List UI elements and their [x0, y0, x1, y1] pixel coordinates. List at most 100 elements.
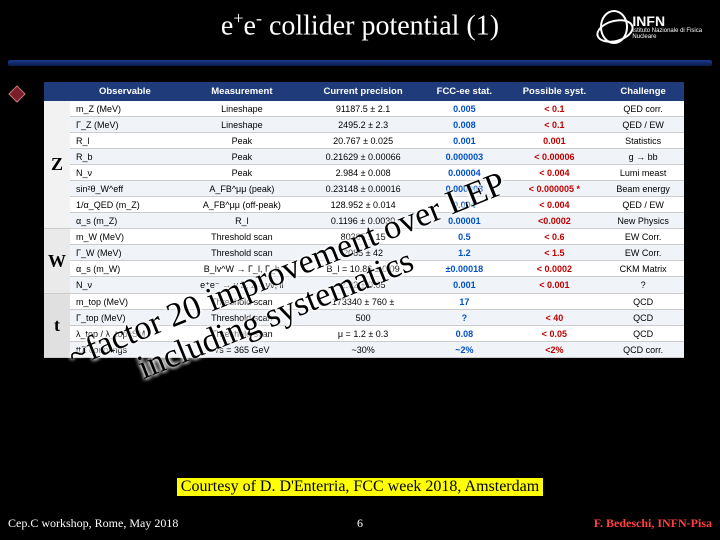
table-header: Current precision [304, 82, 422, 101]
possible-syst: <0.0002 [507, 213, 603, 229]
possible-syst: < 0.0002 [507, 261, 603, 277]
fcc-stat: 0.001 [422, 133, 506, 149]
observable: α_s (m_W) [70, 261, 180, 277]
observable: m_W (MeV) [70, 229, 180, 245]
possible-syst: <2% [507, 342, 603, 358]
current-precision: ~30% [304, 342, 422, 358]
challenge: QED corr. [602, 101, 684, 117]
table-header: Measurement [180, 82, 304, 101]
table-header: Observable [70, 82, 180, 101]
measurement: Peak [180, 133, 304, 149]
table-row: α_s (m_W)B_lv^W → Γ_l, Γ_hB_l = 10.86 ± … [44, 261, 684, 277]
table-row: R_lPeak20.767 ± 0.0250.0010.001Statistic… [44, 133, 684, 149]
precision-table: ObservableMeasurementCurrent precisionFC… [44, 82, 684, 358]
title-divider [8, 60, 712, 66]
measurement: Lineshape [180, 101, 304, 117]
observable: Γ_Z (MeV) [70, 117, 180, 133]
fcc-stat: 1.2 [422, 245, 506, 261]
challenge: QCD [602, 326, 684, 342]
possible-syst: < 0.1 [507, 117, 603, 133]
observable: R_l [70, 133, 180, 149]
possible-syst [507, 294, 603, 310]
fcc-stat: 0.008 [422, 117, 506, 133]
possible-syst: 0.001 [507, 133, 603, 149]
current-precision: 2.92 ± 0.05 [304, 277, 422, 294]
fcc-stat: 0.001 [422, 277, 506, 294]
challenge: QED / EW [602, 117, 684, 133]
current-precision: 173340 ± 760 ± [304, 294, 422, 310]
page-number: 6 [357, 516, 363, 531]
measurement: Threshold scan [180, 294, 304, 310]
infn-logo: INFN Istituto Nazionale di Fisica Nuclea… [600, 6, 710, 48]
table-row: sin²θ_W^effA_FB^μμ (peak)0.23148 ± 0.000… [44, 181, 684, 197]
challenge: Statistics [602, 133, 684, 149]
diamond-bullet-icon [8, 85, 26, 103]
observable: 1/α_QED (m_Z) [70, 197, 180, 213]
current-precision: 2495.2 ± 2.3 [304, 117, 422, 133]
current-precision: 2085 ± 42 [304, 245, 422, 261]
logo-subtext: Istituto Nazionale di Fisica Nucleare [632, 28, 710, 40]
measurement: A_FB^μμ (peak) [180, 181, 304, 197]
fcc-stat: ±0.00018 [422, 261, 506, 277]
challenge: g → bb [602, 149, 684, 165]
measurement: Threshold scan [180, 245, 304, 261]
measurement: e⁺e⁻ → γ Z, Z→νν, ll [180, 277, 304, 294]
fcc-stat: 0.08 [422, 326, 506, 342]
table-row: 1/α_QED (m_Z)A_FB^μμ (off-peak)128.952 ±… [44, 197, 684, 213]
footer-left: Cep.C workshop, Rome, May 2018 [8, 516, 178, 531]
measurement: Threshold scan [180, 310, 304, 326]
measurement: Threshold scan [180, 326, 304, 342]
fcc-stat: 0.00001 [422, 213, 506, 229]
table-row: ttZ couplings√s = 365 GeV~30%~2%<2%QCD c… [44, 342, 684, 358]
courtesy-line: Courtesy of D. D'Enterria, FCC week 2018… [0, 478, 720, 496]
fcc-stat: ? [422, 310, 506, 326]
measurement: A_FB^μμ (off-peak) [180, 197, 304, 213]
observable: α_s (m_Z) [70, 213, 180, 229]
current-precision: 0.23148 ± 0.00016 [304, 181, 422, 197]
group-label: W [44, 229, 70, 294]
group-label: Z [44, 101, 70, 229]
possible-syst: < 0.6 [507, 229, 603, 245]
footer-right: F. Bedeschi, INFN-Pisa [594, 516, 712, 531]
challenge: QCD [602, 294, 684, 310]
measurement: Peak [180, 165, 304, 181]
observable: Γ_W (MeV) [70, 245, 180, 261]
challenge: ? [602, 277, 684, 294]
fcc-stat: 0.00004 [422, 165, 506, 181]
current-precision: 0.21629 ± 0.00066 [304, 149, 422, 165]
possible-syst: < 0.1 [507, 101, 603, 117]
possible-syst: < 0.00006 [507, 149, 603, 165]
table-row: Wm_W (MeV)Threshold scan80385 ± 150.5< 0… [44, 229, 684, 245]
table-row: Γ_W (MeV)Threshold scan2085 ± 421.2< 1.5… [44, 245, 684, 261]
table-row: tm_top (MeV)Threshold scan173340 ± 760 ±… [44, 294, 684, 310]
challenge: QCD [602, 310, 684, 326]
table-row: Γ_top (MeV)Threshold scan500?< 40QCD [44, 310, 684, 326]
challenge: EW Corr. [602, 229, 684, 245]
challenge: QED / EW [602, 197, 684, 213]
measurement: Threshold scan [180, 229, 304, 245]
current-precision: 500 [304, 310, 422, 326]
observable: m_top (MeV) [70, 294, 180, 310]
fcc-stat: 0.000003 [422, 149, 506, 165]
table-header: Challenge [602, 82, 684, 101]
fcc-stat: 0.004 [422, 197, 506, 213]
fcc-stat: ~2% [422, 342, 506, 358]
table-row: R_bPeak0.21629 ± 0.000660.000003< 0.0000… [44, 149, 684, 165]
challenge: CKM Matrix [602, 261, 684, 277]
observable: N_ν [70, 165, 180, 181]
current-precision: μ = 1.2 ± 0.3 [304, 326, 422, 342]
challenge: Beam energy [602, 181, 684, 197]
observable: λ_top / λ_top^SM [70, 326, 180, 342]
fcc-stat: 0.005 [422, 101, 506, 117]
possible-syst: < 0.000005 * [507, 181, 603, 197]
possible-syst: < 40 [507, 310, 603, 326]
measurement: R_l [180, 213, 304, 229]
table-row: α_s (m_Z)R_l0.1196 ± 0.00300.00001<0.000… [44, 213, 684, 229]
table-row: Γ_Z (MeV)Lineshape2495.2 ± 2.30.008< 0.1… [44, 117, 684, 133]
current-precision: 91187.5 ± 2.1 [304, 101, 422, 117]
possible-syst: < 0.001 [507, 277, 603, 294]
current-precision: 128.952 ± 0.014 [304, 197, 422, 213]
table-row: N_νe⁺e⁻ → γ Z, Z→νν, ll2.92 ± 0.050.001<… [44, 277, 684, 294]
current-precision: 80385 ± 15 [304, 229, 422, 245]
measurement: Peak [180, 149, 304, 165]
